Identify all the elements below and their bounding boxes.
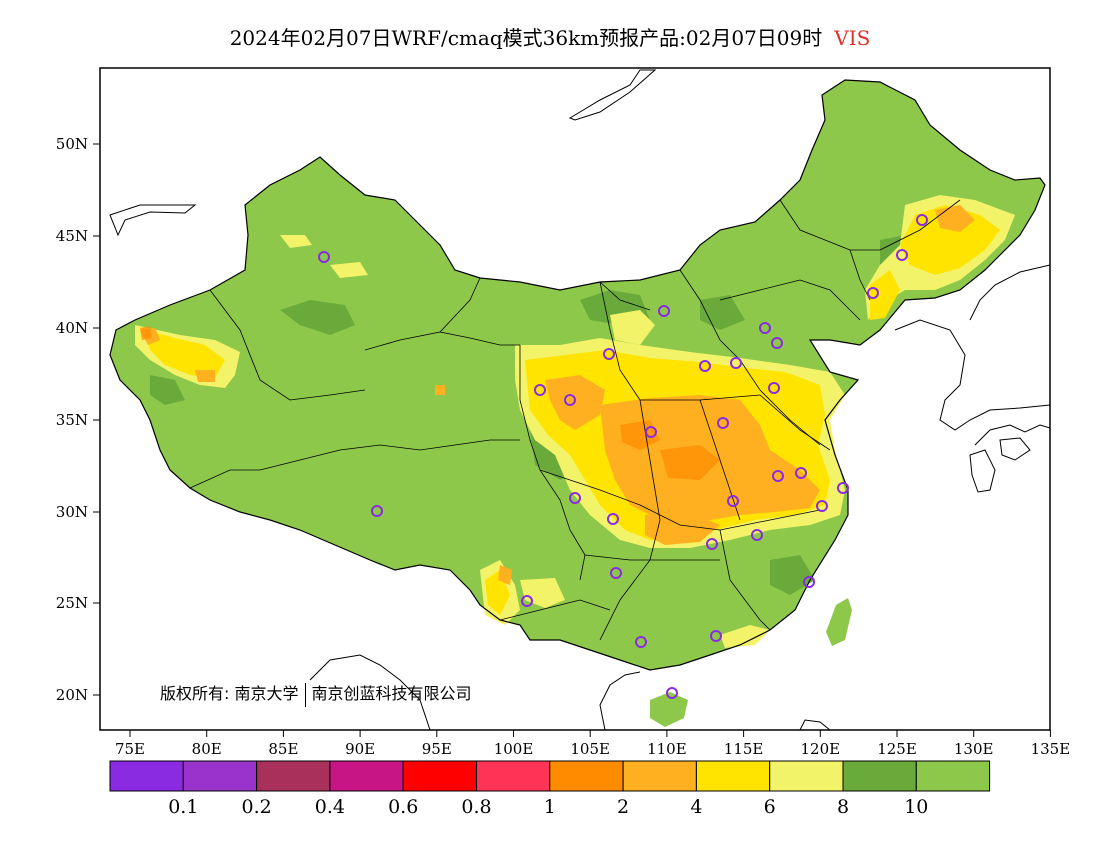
taiwan-island: [826, 598, 852, 646]
station-marker: [768, 382, 780, 394]
lat-tick-label: 40N: [56, 319, 88, 337]
station-marker: [699, 360, 711, 372]
station-marker: [706, 538, 718, 550]
colorbar-swatch: [915, 760, 991, 792]
lon-tick-label: 80E: [192, 740, 222, 758]
colorbar-label: 0.6: [388, 796, 418, 818]
colorbar-label: 1: [544, 796, 556, 818]
colorbar-swatch: [476, 760, 551, 792]
station-marker: [610, 567, 622, 579]
latitude-axis: 50N 45N 40N 35N 30N 25N 20N: [56, 135, 100, 704]
lon-tick-label: 110E: [647, 740, 687, 758]
lat-tick-label: 25N: [56, 594, 88, 612]
colorbar-label: 0.4: [315, 796, 345, 818]
hainan-island: [650, 692, 688, 727]
station-marker: [867, 287, 879, 299]
colorbar-label: 2: [617, 796, 629, 818]
copyright-org-company: 南京创蓝科技有限公司: [311, 684, 472, 703]
colorbar-swatch: [769, 760, 844, 792]
station-marker: [837, 482, 849, 494]
lat-tick-label: 30N: [56, 503, 88, 521]
station-marker: [666, 687, 678, 699]
colorbar-swatch: [622, 760, 697, 792]
station-marker: [751, 529, 763, 541]
lon-tick-label: 135E: [1031, 740, 1071, 758]
colorbar-label: 6: [764, 796, 776, 818]
lon-tick-label: 115E: [724, 740, 764, 758]
colorbar-swatch: [549, 760, 624, 792]
colorbar-swatch: [329, 760, 404, 792]
lon-tick-label: 100E: [494, 740, 534, 758]
colorbar-label: 4: [690, 796, 702, 818]
station-marker: [607, 513, 619, 525]
station-marker: [896, 249, 908, 261]
national-border: [109, 79, 1046, 671]
station-marker: [564, 394, 576, 406]
colorbar-swatch: [695, 760, 771, 792]
lon-tick-label: 105E: [570, 740, 610, 758]
station-marker: [816, 500, 828, 512]
lon-tick-label: 120E: [801, 740, 841, 758]
colorbar: 0.1 0.2 0.4 0.6 0.8 1 2 4 6 8 10: [109, 760, 991, 818]
colorbar-swatch: [402, 760, 478, 792]
colorbar-swatch: [256, 760, 331, 792]
lon-tick-label: 85E: [268, 740, 298, 758]
station-marker: [727, 495, 739, 507]
station-marker: [710, 630, 722, 642]
station-marker: [759, 322, 771, 334]
station-marker: [635, 636, 647, 648]
station-marker: [371, 505, 383, 517]
lon-tick-label: 130E: [954, 740, 994, 758]
station-marker: [521, 595, 533, 607]
station-marker: [772, 470, 784, 482]
station-markers: [318, 214, 928, 699]
station-marker: [658, 305, 670, 317]
copyright-notice: 版权所有: 南京大学 南京创蓝科技有限公司: [160, 680, 472, 707]
plot-frame: [99, 67, 1051, 731]
colorbar-label: 0.2: [241, 796, 271, 818]
province-boundaries: [189, 199, 961, 641]
colorbar-label: 0.1: [168, 796, 198, 818]
colorbar-label: 10: [904, 796, 928, 818]
lat-tick-label: 20N: [56, 686, 88, 704]
copyright-separator: [304, 682, 306, 707]
copyright-prefix: 版权所有:: [160, 684, 230, 703]
colorbar-swatch: [842, 760, 917, 792]
station-marker: [318, 251, 330, 263]
lon-tick-label: 75E: [115, 740, 145, 758]
station-marker: [569, 492, 581, 504]
title-main: 2024年02月07日WRF/cmaq模式36km预报产品:02月07日09时: [229, 26, 823, 50]
station-marker: [717, 417, 729, 429]
lat-tick-label: 35N: [56, 411, 88, 429]
lon-tick-label: 90E: [345, 740, 375, 758]
lon-tick-label: 125E: [877, 740, 917, 758]
station-marker: [803, 576, 815, 588]
lat-tick-label: 45N: [56, 227, 88, 245]
station-marker: [534, 384, 546, 396]
colorbar-swatch: [182, 760, 258, 792]
station-marker: [795, 467, 807, 479]
station-marker: [771, 337, 783, 349]
lon-tick-label: 95E: [422, 740, 452, 758]
colorbar-label: 0.8: [461, 796, 491, 818]
coastlines: [109, 69, 1050, 730]
copyright-org-nju: 南京大学: [234, 684, 299, 703]
lat-tick-label: 50N: [56, 135, 88, 153]
station-marker: [603, 348, 615, 360]
chart-title: 2024年02月07日WRF/cmaq模式36km预报产品:02月07日09时 V…: [0, 22, 1100, 51]
colorbar-label: 8: [837, 796, 849, 818]
longitude-axis: 75E 80E 85E 90E 95E 100E 105E 110E 115E 120E 125E 1…: [115, 730, 1070, 758]
station-marker: [730, 357, 742, 369]
station-marker: [916, 214, 928, 226]
colorbar-swatch: [109, 760, 184, 792]
title-variable: VIS: [834, 26, 871, 50]
station-marker: [645, 426, 657, 438]
